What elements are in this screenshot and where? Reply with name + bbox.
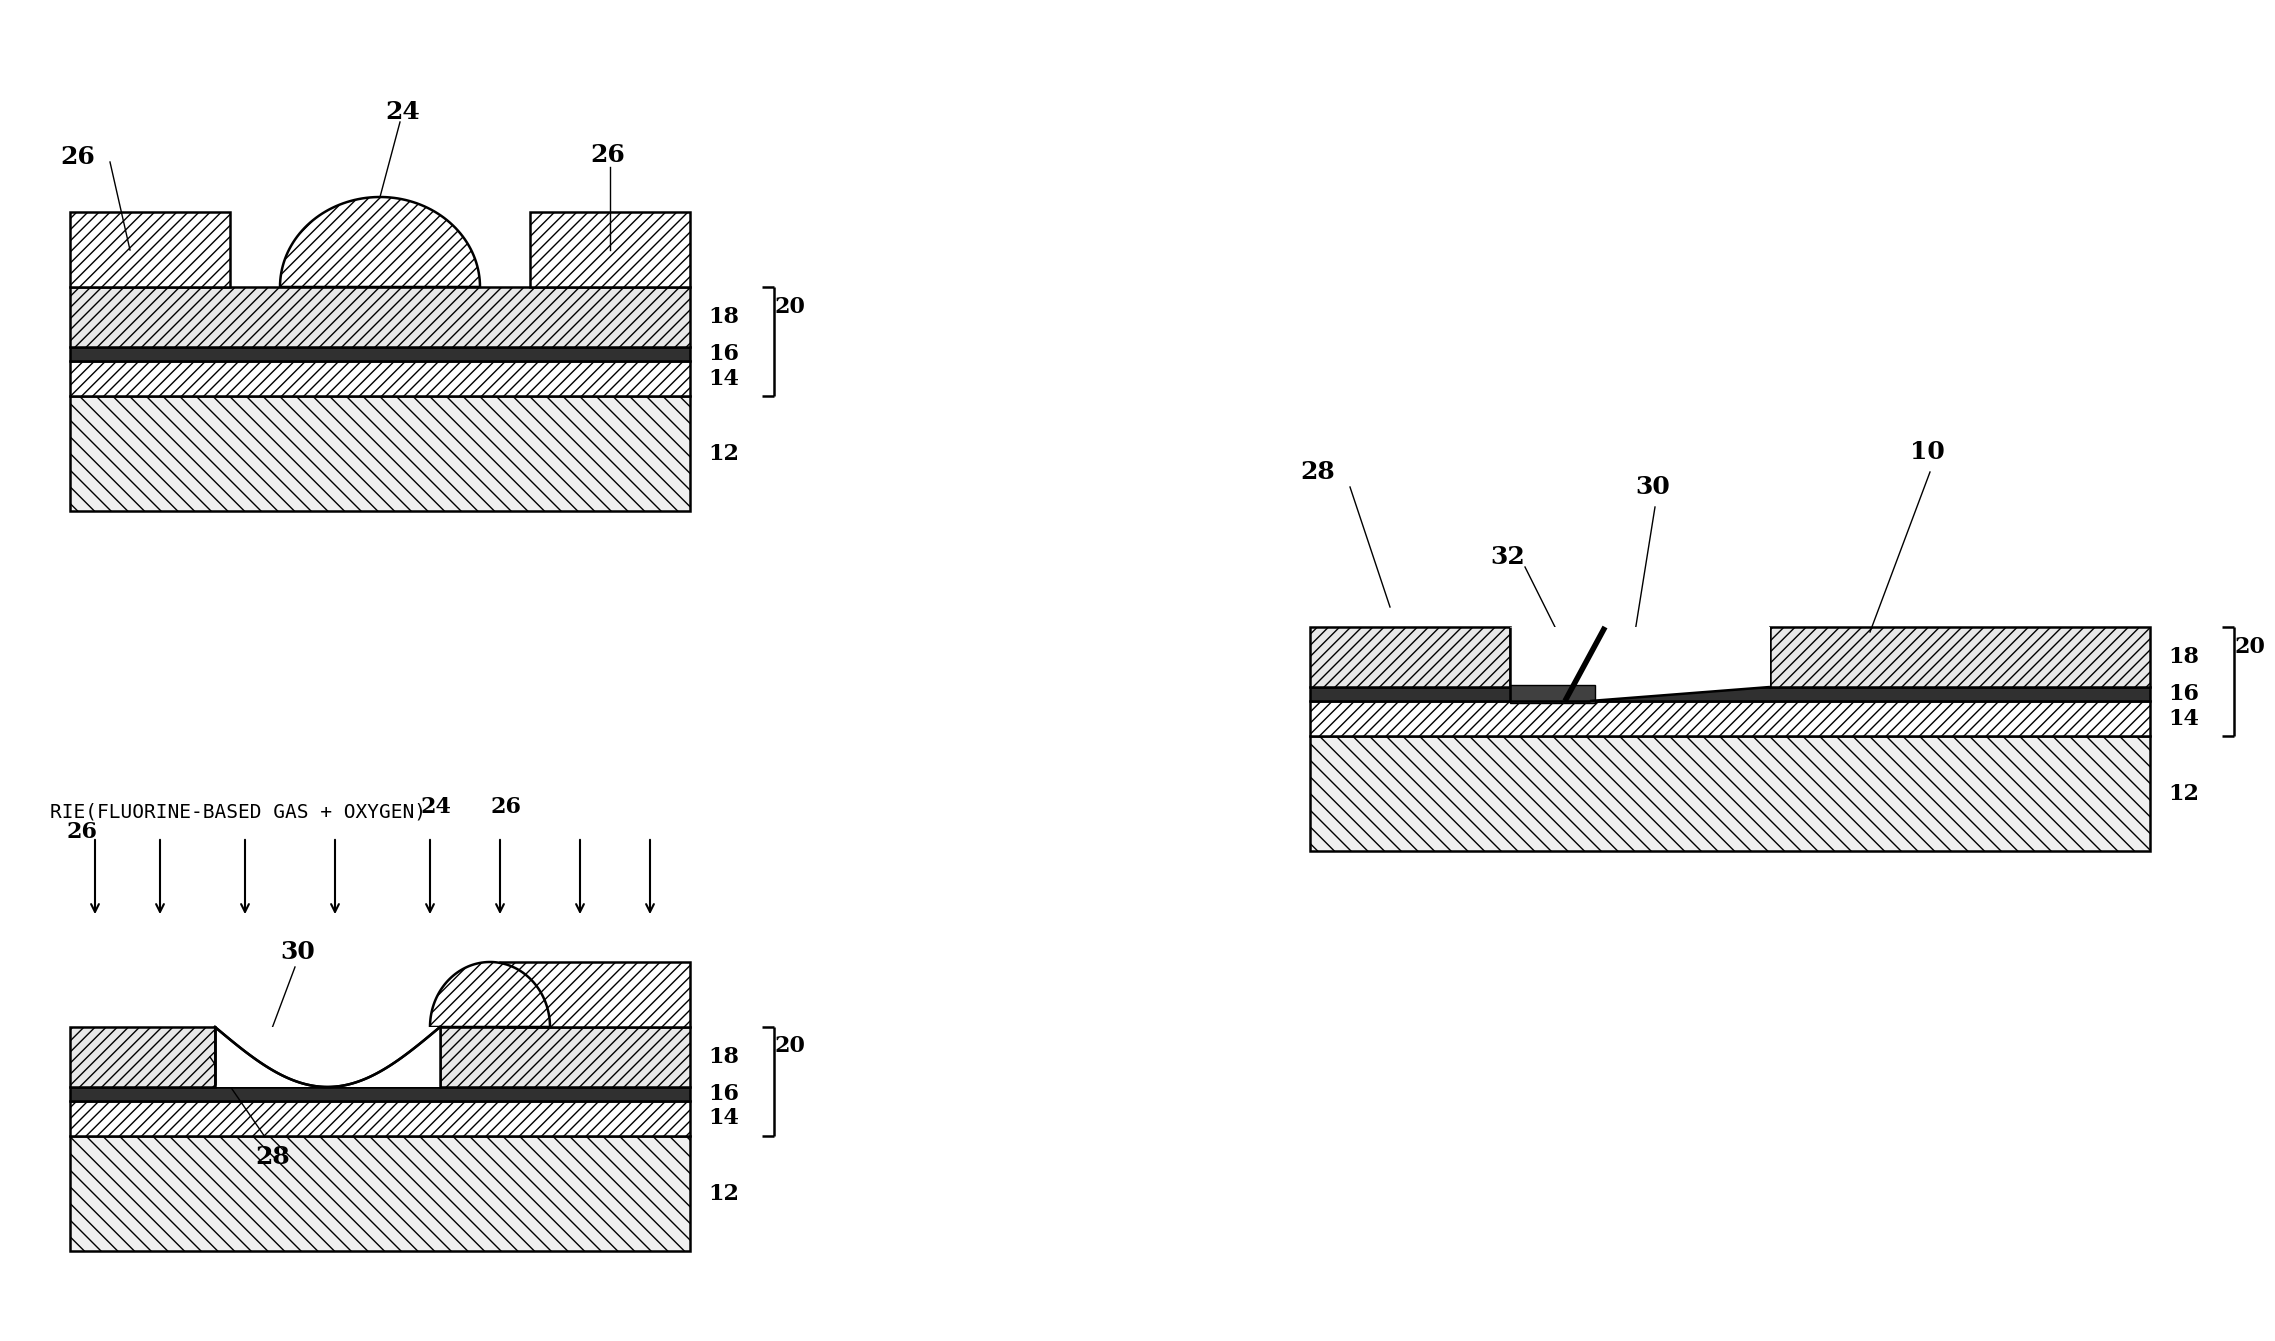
- Polygon shape: [1511, 628, 1770, 701]
- Text: 12: 12: [2168, 783, 2200, 805]
- Bar: [1310, 701, 2150, 736]
- Bar: [1310, 736, 2150, 852]
- Text: 28: 28: [255, 1145, 289, 1169]
- Text: 26: 26: [59, 145, 96, 169]
- Text: 12: 12: [708, 1183, 739, 1204]
- Bar: [530, 212, 689, 287]
- Text: 18: 18: [708, 1046, 739, 1067]
- Text: 28: 28: [1299, 460, 1335, 484]
- Bar: [1511, 685, 1595, 703]
- Polygon shape: [280, 197, 480, 287]
- Text: 14: 14: [2168, 708, 2200, 730]
- Bar: [1310, 687, 2150, 701]
- Polygon shape: [430, 961, 551, 1027]
- Text: 14: 14: [708, 1108, 739, 1129]
- Bar: [71, 1101, 689, 1136]
- Text: 16: 16: [2168, 683, 2200, 705]
- Text: 16: 16: [708, 343, 739, 365]
- Text: 20: 20: [2234, 636, 2266, 657]
- Bar: [71, 396, 689, 511]
- Text: 18: 18: [708, 306, 739, 329]
- Text: 18: 18: [2168, 646, 2200, 668]
- Text: 10: 10: [1911, 440, 1945, 464]
- Text: 32: 32: [1490, 544, 1524, 569]
- Bar: [71, 212, 230, 287]
- Text: 30: 30: [1636, 475, 1670, 499]
- Bar: [500, 961, 689, 1027]
- Text: 26: 26: [589, 143, 626, 168]
- Text: 26: 26: [66, 821, 98, 843]
- Text: 30: 30: [280, 940, 314, 964]
- Text: 20: 20: [776, 1035, 805, 1058]
- Text: 12: 12: [708, 443, 739, 464]
- Bar: [439, 1027, 689, 1088]
- Bar: [1310, 628, 1511, 687]
- Bar: [1770, 628, 2150, 687]
- Text: 24: 24: [384, 101, 421, 123]
- Bar: [71, 287, 689, 347]
- Text: RIE(FLUORINE-BASED GAS + OXYGEN): RIE(FLUORINE-BASED GAS + OXYGEN): [50, 802, 425, 822]
- Text: 26: 26: [489, 797, 521, 818]
- Text: 24: 24: [421, 797, 450, 818]
- Polygon shape: [216, 1027, 439, 1088]
- Bar: [71, 1136, 689, 1251]
- Polygon shape: [216, 1027, 439, 1088]
- Text: 14: 14: [708, 367, 739, 389]
- Bar: [71, 1027, 216, 1088]
- Text: 16: 16: [708, 1084, 739, 1105]
- Bar: [71, 347, 689, 361]
- Bar: [71, 361, 689, 396]
- Text: 20: 20: [776, 295, 805, 318]
- Bar: [71, 1088, 689, 1101]
